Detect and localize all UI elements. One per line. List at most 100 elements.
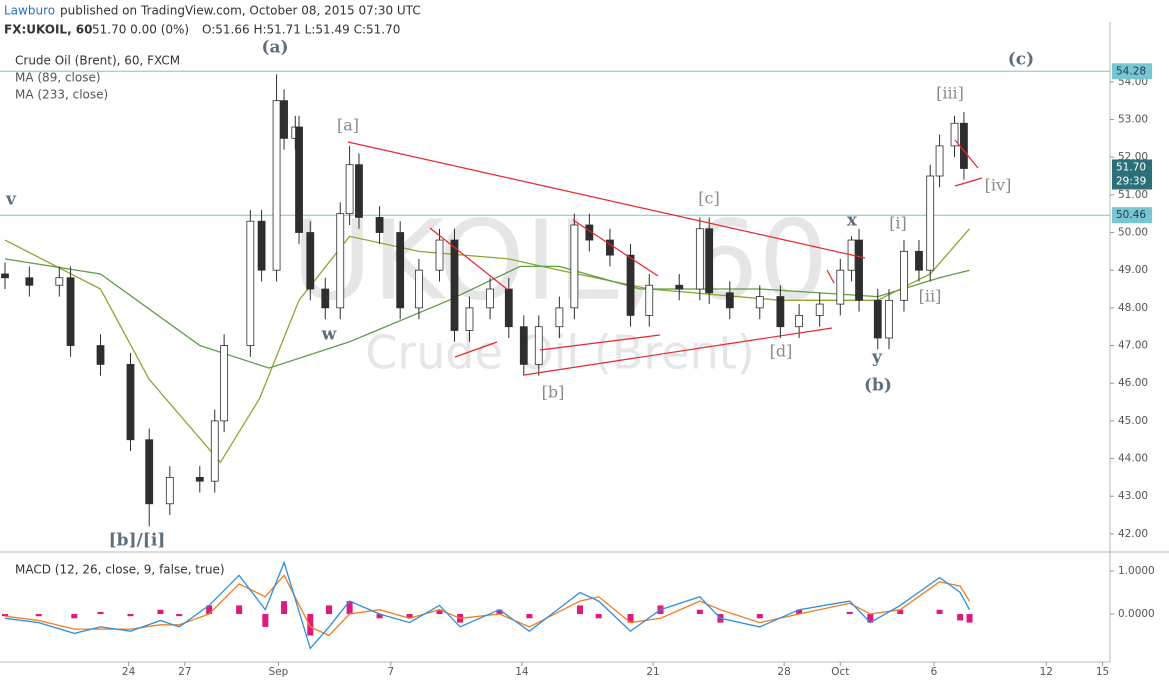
macd-histogram-bar bbox=[966, 614, 973, 623]
candle-body bbox=[555, 307, 564, 328]
y-tick-label: 44.00 bbox=[1118, 453, 1148, 465]
candle-body bbox=[246, 220, 255, 346]
macd-histogram-bar bbox=[97, 611, 104, 615]
last-price-label: 51.70 bbox=[1116, 161, 1146, 173]
wave-label: w bbox=[321, 325, 337, 345]
candle-body bbox=[534, 326, 543, 365]
candle-body bbox=[855, 239, 863, 301]
price-tag bbox=[1112, 63, 1152, 80]
candle-body bbox=[675, 284, 684, 290]
author[interactable]: Lawburo bbox=[4, 4, 55, 18]
candle-body bbox=[295, 126, 303, 233]
macd-histogram-bar bbox=[2, 614, 8, 617]
candle-body bbox=[257, 220, 266, 271]
candle-body bbox=[606, 239, 614, 256]
wave-label: v bbox=[5, 190, 17, 210]
price-tag bbox=[1112, 207, 1152, 224]
macd-histogram-bar bbox=[867, 614, 874, 623]
y-tick-label: 1.0000 bbox=[1118, 565, 1155, 577]
macd-histogram-bar bbox=[236, 605, 243, 615]
candle-body bbox=[935, 145, 944, 177]
legend-entry: MA (89, close) bbox=[15, 71, 101, 85]
x-tick-label: 21 bbox=[646, 666, 659, 678]
macd-line bbox=[4, 560, 971, 650]
candle-body bbox=[321, 288, 330, 309]
wave-label: [a] bbox=[337, 116, 359, 135]
candle-body bbox=[960, 122, 968, 169]
wave-label: [i] bbox=[889, 214, 907, 233]
symbol: FX:UKOIL, 60 bbox=[4, 23, 93, 37]
candle-body bbox=[210, 420, 219, 482]
signal-line bbox=[4, 574, 971, 637]
macd-histogram-bar bbox=[157, 609, 164, 615]
x-tick-label: 28 bbox=[777, 666, 790, 678]
candle-body bbox=[306, 232, 315, 290]
candle-body bbox=[926, 175, 935, 271]
macd-histogram-bar bbox=[406, 614, 413, 619]
macd-histogram-bar bbox=[576, 605, 583, 615]
candle-body bbox=[755, 296, 764, 309]
trend-line bbox=[347, 141, 866, 259]
macd-histogram-bar bbox=[696, 609, 703, 615]
y-tick-label: 47.00 bbox=[1118, 340, 1148, 352]
candle-body bbox=[336, 213, 345, 309]
y-tick-label: 46.00 bbox=[1118, 377, 1148, 389]
x-tick-label: 15 bbox=[1096, 666, 1109, 678]
wave-label: [iii] bbox=[936, 84, 964, 103]
y-tick-label: 48.00 bbox=[1118, 302, 1148, 314]
macd-histogram-bar bbox=[281, 601, 288, 615]
macd-histogram-bar bbox=[376, 614, 383, 619]
candle-body bbox=[776, 296, 785, 328]
y-tick-label: 42.00 bbox=[1118, 528, 1148, 540]
wave-label: [b] bbox=[542, 383, 565, 402]
candle-body bbox=[873, 299, 882, 339]
macd-title: MACD (12, 26, close, 9, false, true) bbox=[15, 563, 225, 577]
macd-histogram-bar bbox=[307, 614, 314, 636]
candle-body bbox=[195, 477, 204, 482]
candle-body bbox=[795, 315, 804, 328]
macd-histogram-bar bbox=[71, 614, 78, 619]
candle-body bbox=[695, 228, 704, 290]
wave-label: (b) bbox=[864, 376, 892, 396]
y-tick-label: 53.00 bbox=[1118, 113, 1148, 125]
wave-label: (a) bbox=[261, 38, 288, 58]
candle-body bbox=[66, 277, 75, 346]
trend-line bbox=[954, 139, 979, 169]
macd-histogram-bar bbox=[595, 614, 602, 619]
x-tick-label: Sep bbox=[269, 666, 289, 678]
trend-line bbox=[454, 341, 498, 358]
candle-body bbox=[815, 303, 824, 316]
candle-body bbox=[465, 307, 474, 331]
macd-histogram-bar bbox=[897, 609, 904, 615]
last-price-tag bbox=[1112, 159, 1152, 190]
candle-body bbox=[705, 228, 714, 294]
ohlc: O:51.66 H:51.71 L:51.49 C:51.70 bbox=[202, 23, 400, 37]
candle-body bbox=[626, 254, 635, 316]
candle-body bbox=[570, 224, 579, 309]
candle-body bbox=[25, 277, 34, 286]
candle-body bbox=[375, 217, 384, 233]
y-tick-label: 49.00 bbox=[1118, 264, 1148, 276]
candle-body bbox=[355, 164, 363, 218]
candle-body bbox=[900, 250, 908, 301]
wave-label: (c) bbox=[1008, 50, 1034, 70]
trend-line bbox=[429, 227, 509, 291]
candle-body bbox=[96, 345, 105, 365]
chart-title: Crude Oil (Brent), 60, FXCM bbox=[15, 54, 180, 68]
macd-histogram-bar bbox=[436, 609, 443, 615]
wave-label: [iv] bbox=[985, 176, 1012, 195]
candle-body bbox=[55, 277, 64, 286]
macd-histogram-bar bbox=[526, 614, 533, 619]
candle-body bbox=[725, 292, 734, 309]
x-tick-label: 7 bbox=[387, 666, 394, 678]
macd-histogram-bar bbox=[262, 614, 269, 627]
macd-histogram-bar bbox=[326, 605, 333, 615]
x-tick-label: Oct bbox=[831, 666, 849, 678]
candle-body bbox=[126, 363, 135, 441]
wave-label: [b]/[i] bbox=[109, 531, 166, 551]
trend-line bbox=[523, 327, 833, 376]
wave-label: y bbox=[871, 348, 883, 368]
candle-body bbox=[435, 239, 444, 271]
quote: 51.70 0.00 (0%) bbox=[92, 23, 189, 37]
macd-histogram-bar bbox=[957, 614, 964, 621]
